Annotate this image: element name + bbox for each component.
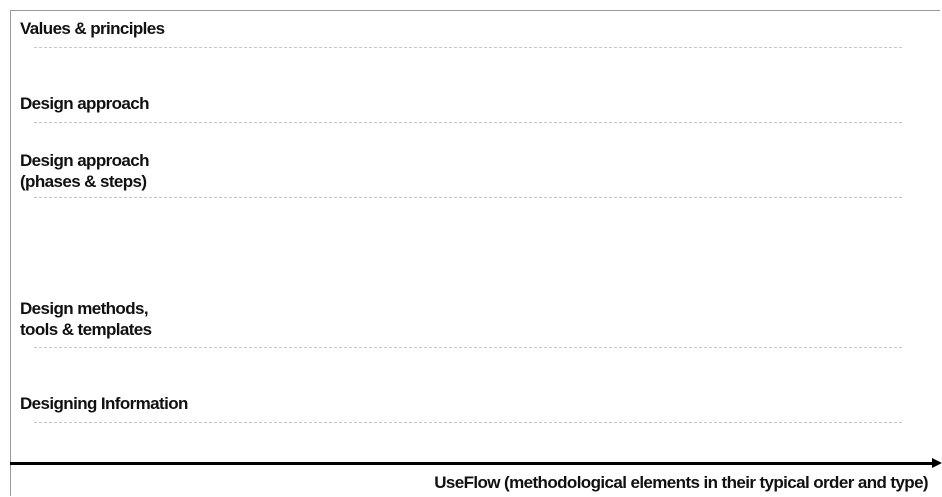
- row-label-design-methods: Design methods, tools & templates: [20, 299, 152, 339]
- row-label-values-principles: Values & principles: [20, 19, 165, 38]
- row-divider: [34, 422, 902, 423]
- row-divider: [34, 197, 902, 198]
- row-label-design-approach-phases: Design approach (phases & steps): [20, 151, 150, 191]
- arrow-right-icon: [932, 458, 942, 468]
- row-label-design-approach: Design approach: [20, 94, 150, 113]
- timeline-axis: [10, 462, 932, 465]
- row-divider: [34, 47, 902, 48]
- axis-label: UseFlow (methodological elements in thei…: [434, 473, 928, 492]
- diagram-frame: [10, 10, 940, 496]
- row-label-designing-information: Designing Information: [20, 394, 188, 413]
- row-divider: [34, 347, 902, 348]
- row-divider: [34, 122, 902, 123]
